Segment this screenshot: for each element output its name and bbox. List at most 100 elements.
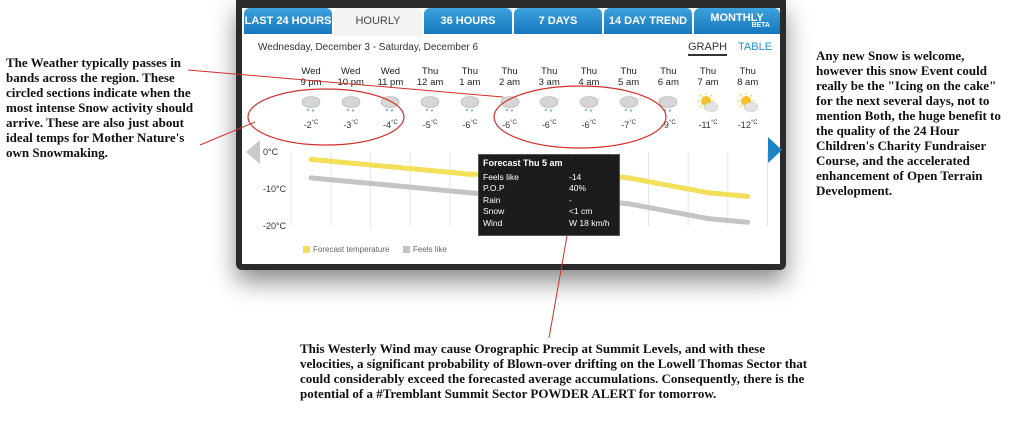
hour-time: 5 am xyxy=(618,77,640,88)
hour-temp: -3°C xyxy=(330,118,372,131)
chart-point[interactable] xyxy=(745,219,751,225)
hour-column[interactable]: Thu 1 am -6°C xyxy=(449,66,491,131)
previous-arrow-icon[interactable] xyxy=(246,140,260,164)
chart-point[interactable] xyxy=(467,171,473,177)
hour-temp-unit: °C xyxy=(311,120,319,126)
hour-temp: -6°C xyxy=(528,118,570,131)
tab-14-day-trend[interactable]: 14 DAY TREND xyxy=(604,8,692,34)
tab-7-days[interactable]: 7 DAYS xyxy=(514,8,602,34)
tab-last-24-hours[interactable]: LAST 24 HOURS xyxy=(244,8,332,34)
hour-temp-unit: °C xyxy=(510,120,517,126)
chart-point[interactable] xyxy=(626,201,632,207)
hour-temp: -6°C xyxy=(449,118,491,131)
chart-point[interactable] xyxy=(745,193,751,199)
hour-column[interactable]: Wed 9 pm -2°C xyxy=(290,66,332,131)
annotation-bottom: This Westerly Wind may cause Orographic … xyxy=(300,341,808,401)
snow-cloud-icon xyxy=(619,96,638,112)
hour-temp-value: -12 xyxy=(737,120,751,130)
hour-column[interactable]: Thu 12 am -5°C xyxy=(409,66,451,131)
hour-temp: -4°C xyxy=(369,118,411,131)
chart-point[interactable] xyxy=(308,156,314,162)
annotation-pointer-line xyxy=(548,235,568,339)
legend-label: Feels like xyxy=(413,245,447,254)
chart-point[interactable] xyxy=(665,182,671,188)
graph-view-toggle[interactable]: GRAPH xyxy=(688,41,728,56)
tooltip-row: Rain - xyxy=(483,195,615,207)
tooltip-label: Rain xyxy=(483,194,501,205)
tab-36-hours[interactable]: 36 HOURS xyxy=(424,8,512,34)
hour-column[interactable]: Thu 6 am -9°C xyxy=(647,66,689,131)
tab-label: LAST 24 HOURS xyxy=(244,15,332,27)
hour-day: Thu xyxy=(699,66,717,77)
snow-cloud-icon xyxy=(341,96,360,112)
hour-day: Thu xyxy=(580,66,598,77)
chart-point[interactable] xyxy=(348,160,354,166)
hour-temp-unit: °C xyxy=(589,120,597,126)
hour-day: Thu xyxy=(620,66,637,77)
table-view-toggle[interactable]: TABLE xyxy=(738,41,773,53)
hour-column[interactable]: Thu 8 am -12°C xyxy=(727,66,769,131)
tooltip-value: -14 xyxy=(569,171,582,182)
chart-point[interactable] xyxy=(626,175,632,181)
hour-column[interactable]: Thu 4 am -6°C xyxy=(568,66,610,131)
sun-cloud-icon xyxy=(737,93,758,112)
hour-temp-value: -6 xyxy=(502,120,511,130)
chart-point[interactable] xyxy=(348,179,354,185)
chart-point[interactable] xyxy=(308,175,314,181)
chart-point[interactable] xyxy=(387,164,393,170)
hour-day: Wed xyxy=(341,66,361,77)
hour-time: 10 pm xyxy=(337,77,364,88)
annotation-right: Any new Snow is welcome, however this sn… xyxy=(816,48,1001,198)
hour-day: Thu xyxy=(660,66,677,77)
hour-day: Wed xyxy=(301,66,321,77)
hour-day: Thu xyxy=(541,66,558,77)
hour-time: 6 am xyxy=(657,77,679,88)
chart-point[interactable] xyxy=(467,190,473,196)
hour-column[interactable]: Thu 3 am -6°C xyxy=(528,66,570,131)
tab-label: 7 DAYS xyxy=(538,15,578,27)
hour-time: 7 am xyxy=(697,77,719,88)
legend-swatch xyxy=(303,246,310,253)
hour-temp-value: -7 xyxy=(621,120,630,130)
hour-column[interactable]: Thu 5 am -7°C xyxy=(608,66,650,131)
next-arrow-icon[interactable] xyxy=(768,137,782,163)
hour-time: 9 pm xyxy=(300,77,322,88)
hour-temp-value: -6 xyxy=(541,120,550,130)
hour-temp-unit: °C xyxy=(549,120,557,126)
tab-monthly[interactable]: MONTHLY BETA xyxy=(694,8,780,34)
chart-point[interactable] xyxy=(665,208,671,214)
tooltip-title: Forecast Thu 5 am xyxy=(483,158,563,168)
hour-temp-value: -6 xyxy=(581,120,590,130)
tooltip-row: Wind W 18 km/h xyxy=(483,218,615,230)
legend-label: Forecast temperature xyxy=(313,245,390,254)
chart-point[interactable] xyxy=(427,186,433,192)
hour-time: 4 am xyxy=(578,77,600,88)
chart-point[interactable] xyxy=(705,190,711,196)
chart-point[interactable] xyxy=(387,182,393,188)
chart-point[interactable] xyxy=(705,216,711,222)
hour-temp-unit: °C xyxy=(629,120,636,126)
hour-temp: -5°C xyxy=(409,118,451,131)
hour-column[interactable]: Thu 7 am -11°C xyxy=(687,66,729,131)
hour-temp: -6°C xyxy=(489,118,531,131)
chart-point[interactable] xyxy=(427,168,433,173)
hour-time: 11 pm xyxy=(377,77,404,88)
hour-temp: -2°C xyxy=(290,118,332,131)
date-range: Wednesday, December 3 - Saturday, Decemb… xyxy=(258,42,479,53)
tooltip-value: 40% xyxy=(569,183,587,193)
hour-column[interactable]: Thu 2 am -6°C xyxy=(489,66,531,131)
tooltip-value: <1 cm xyxy=(569,206,593,216)
hour-temp-value: -11 xyxy=(698,120,711,130)
tab-hourly[interactable]: HOURLY xyxy=(334,8,422,36)
tab-label: 36 HOURS xyxy=(440,15,496,27)
legend-feels-like: Feels like xyxy=(403,245,447,254)
tooltip-label: P.O.P xyxy=(483,183,505,193)
hour-temp: -9°C xyxy=(647,118,689,131)
tooltip-row: Feels like -14 xyxy=(483,172,615,184)
y-tick-label: -10°C xyxy=(263,184,287,194)
y-tick-label: -20°C xyxy=(263,221,287,231)
hour-temp-unit: °C xyxy=(750,120,758,126)
hour-temp: -6°C xyxy=(568,118,610,131)
forecast-tabs: LAST 24 HOURS HOURLY 36 HOURS 7 DAYS 14 … xyxy=(242,8,780,36)
hour-column[interactable]: Wed 10 pm -3°C xyxy=(330,66,372,131)
